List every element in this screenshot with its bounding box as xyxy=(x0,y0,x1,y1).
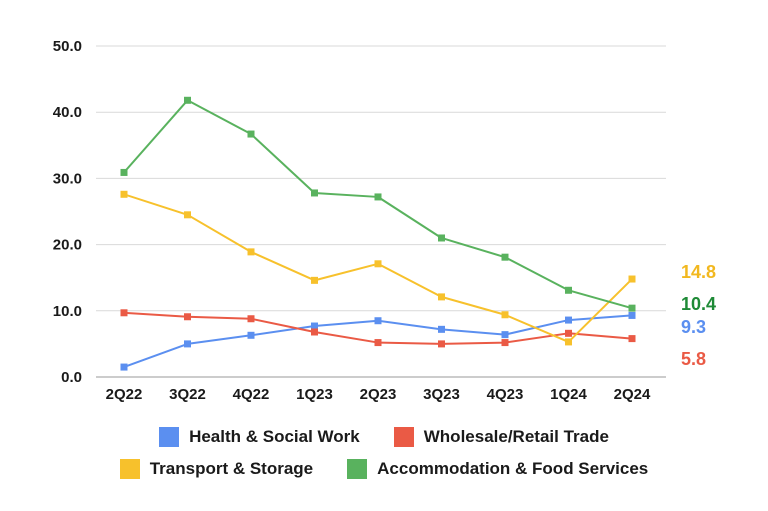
x-tick-label: 4Q22 xyxy=(233,386,270,403)
end-labels: 9.3 5.8 14.8 10.4 xyxy=(681,262,716,369)
data-point-1-4 xyxy=(374,339,382,347)
data-point-3-7 xyxy=(565,286,572,294)
data-point-0-6 xyxy=(501,331,509,339)
data-point-2-0 xyxy=(120,190,128,198)
x-tick-label: 2Q22 xyxy=(106,386,143,403)
data-point-2-3 xyxy=(311,276,318,284)
data-point-1-7 xyxy=(565,329,572,337)
legend-item-accommodation: Accommodation & Food Services xyxy=(347,459,648,479)
x-tick-label: 3Q22 xyxy=(169,386,206,403)
legend-item-wholesale: Wholesale/Retail Trade xyxy=(393,427,609,447)
gridlines xyxy=(96,45,666,378)
data-point-1-5 xyxy=(438,340,445,348)
data-point-0-1 xyxy=(184,340,191,348)
data-point-0-3 xyxy=(311,322,318,330)
x-tick-label: 3Q23 xyxy=(423,386,460,403)
y-tick-label: 10.0 xyxy=(53,303,82,320)
data-point-3-1 xyxy=(184,96,191,104)
y-tick-label: 40.0 xyxy=(53,104,82,121)
legend-swatch-wholesale xyxy=(393,427,414,447)
legend-swatch-health xyxy=(159,427,180,447)
data-point-3-2 xyxy=(247,130,255,138)
data-point-1-8 xyxy=(628,335,636,343)
data-point-3-8 xyxy=(628,304,636,312)
series-group xyxy=(120,96,636,371)
data-point-2-1 xyxy=(184,211,191,219)
x-tick-label: 2Q24 xyxy=(614,386,651,403)
x-tick-label: 1Q24 xyxy=(550,386,587,403)
data-point-2-8 xyxy=(628,275,636,283)
legend-label-wholesale: Wholesale/Retail Trade xyxy=(423,427,609,446)
data-point-1-2 xyxy=(247,315,255,323)
end-label-1: 5.8 xyxy=(681,349,706,369)
data-point-3-4 xyxy=(374,193,382,201)
data-point-0-7 xyxy=(565,316,572,324)
x-tick-label: 2Q23 xyxy=(360,386,397,403)
data-point-1-1 xyxy=(184,313,191,321)
data-point-1-6 xyxy=(501,339,509,347)
data-point-2-4 xyxy=(374,260,382,268)
data-point-1-0 xyxy=(120,309,128,317)
end-label-3: 10.4 xyxy=(681,294,716,314)
y-tick-label: 20.0 xyxy=(53,237,82,254)
x-tick-label: 4Q23 xyxy=(487,386,524,403)
data-point-0-2 xyxy=(247,331,255,339)
series-line-3 xyxy=(123,99,633,310)
data-point-3-3 xyxy=(311,189,318,197)
data-point-3-0 xyxy=(120,168,128,176)
data-point-2-7 xyxy=(565,338,572,346)
y-axis: 0.0 10.0 20.0 30.0 40.0 50.0 xyxy=(53,38,82,386)
y-tick-label: 50.0 xyxy=(53,38,82,55)
legend-label-health: Health & Social Work xyxy=(189,427,360,446)
x-axis: 2Q22 3Q22 4Q22 1Q23 2Q23 3Q23 4Q23 1Q24 2Q24 xyxy=(106,386,651,403)
data-point-2-6 xyxy=(501,311,509,319)
legend-swatch-accommodation xyxy=(347,459,368,479)
data-point-2-2 xyxy=(247,248,255,256)
end-label-2: 14.8 xyxy=(681,262,716,282)
data-point-0-5 xyxy=(438,325,445,333)
data-point-0-8 xyxy=(628,311,636,319)
legend-label-accommodation: Accommodation & Food Services xyxy=(377,459,649,478)
data-point-2-5 xyxy=(438,293,445,301)
data-point-1-3 xyxy=(311,328,318,336)
legend-row-2: Transport & Storage Accommodation & Food… xyxy=(0,459,768,479)
legend-item-health: Health & Social Work xyxy=(159,427,360,447)
legend-swatch-transport xyxy=(119,459,140,479)
y-tick-label: 30.0 xyxy=(53,170,82,187)
data-point-3-5 xyxy=(438,234,445,242)
data-point-0-4 xyxy=(374,317,382,325)
line-chart: 0.0 10.0 20.0 30.0 40.0 50.0 2Q22 3Q22 4Q22 1Q23… xyxy=(53,38,716,403)
legend-item-transport: Transport & Storage xyxy=(119,459,314,479)
data-point-0-0 xyxy=(120,363,128,371)
legend-label-transport: Transport & Storage xyxy=(149,459,314,478)
y-tick-label: 0.0 xyxy=(61,369,82,386)
data-point-3-6 xyxy=(501,253,509,261)
legend-row-1: Health & Social Work Wholesale/Retail Tr… xyxy=(0,427,768,447)
end-label-0: 9.3 xyxy=(681,317,706,337)
x-tick-label: 1Q23 xyxy=(296,386,333,403)
